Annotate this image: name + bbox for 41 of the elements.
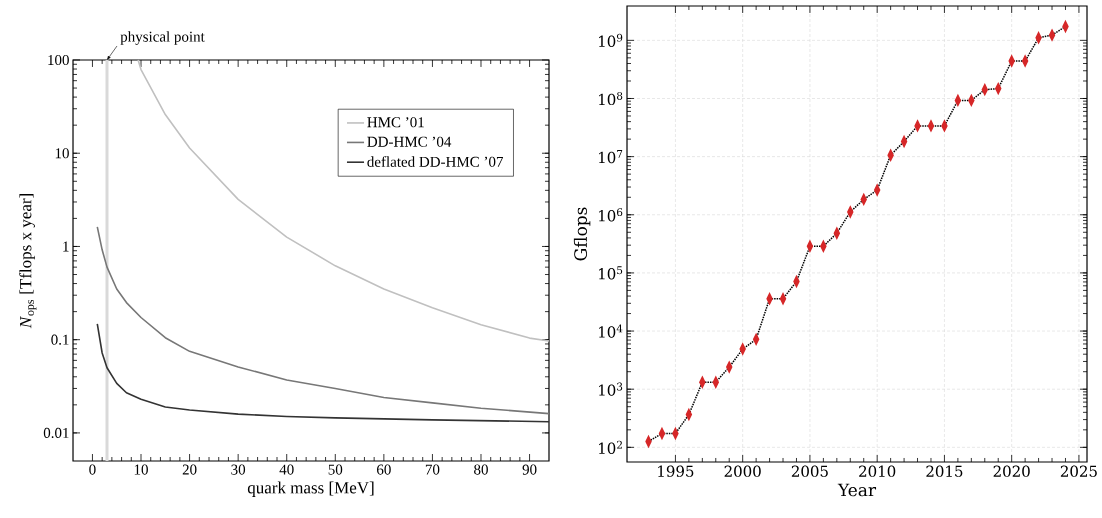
x-axis-title: quark mass [MeV] bbox=[247, 481, 374, 497]
ref-line-label: physical point bbox=[120, 31, 205, 45]
y-tick-label: 10$^{6}$ bbox=[599, 208, 623, 222]
x-tick-label: 2005 bbox=[791, 465, 828, 477]
y-tick-label: 10$^{7}$ bbox=[599, 150, 623, 164]
y-tick-label: 10$^{9}$ bbox=[599, 33, 623, 47]
x-axis-title: Year bbox=[837, 483, 877, 497]
x-tick-label: 80 bbox=[474, 464, 488, 475]
x-tick-label: 0 bbox=[89, 464, 96, 475]
x-tick-label: 50 bbox=[328, 464, 343, 475]
y-tick-label: 10$^{2}$ bbox=[599, 440, 622, 454]
x-tick-label: 10 bbox=[134, 464, 148, 475]
x-tick-label: 2010 bbox=[859, 465, 896, 477]
y-tick-label: 10$^{8}$ bbox=[599, 91, 623, 106]
y-tick-label: 0.01 bbox=[43, 427, 69, 439]
line-series bbox=[96, 323, 550, 423]
y-tick-label: 1 bbox=[63, 241, 69, 252]
y-tick-label: 0.1 bbox=[51, 334, 69, 345]
x-tick-label: 30 bbox=[231, 464, 246, 475]
x-tick-label: 90 bbox=[522, 464, 537, 475]
legend-label: deflated DD-HMC ’07 bbox=[367, 156, 504, 167]
x-tick-label: 40 bbox=[279, 464, 294, 475]
x-tick-label: 2025 bbox=[1060, 465, 1097, 477]
y-tick-label: 10 bbox=[55, 148, 69, 159]
y-axis-title: N$_{ops}$ [Tflops x year] bbox=[19, 194, 37, 329]
x-tick-label: 2000 bbox=[724, 465, 761, 477]
legend-label: DD-HMC ’04 bbox=[367, 136, 452, 147]
x-tick-label: 60 bbox=[377, 464, 391, 475]
x-tick-label: 2015 bbox=[926, 465, 963, 477]
y-tick-label: 10$^{4}$ bbox=[599, 324, 623, 338]
line-series bbox=[137, 59, 550, 342]
y-tick-label: 10$^{5}$ bbox=[599, 266, 623, 280]
x-tick-label: 2020 bbox=[993, 465, 1030, 477]
x-tick-label: 20 bbox=[182, 464, 197, 475]
x-tick-label: 70 bbox=[425, 464, 440, 475]
line-series bbox=[96, 226, 550, 415]
y-tick-label: 10$^{3}$ bbox=[599, 382, 623, 396]
legend-label: HMC ’01 bbox=[367, 117, 424, 128]
y-tick-label: 100 bbox=[48, 54, 69, 66]
x-tick-label: 1995 bbox=[658, 465, 694, 477]
y-axis-title: Gflops bbox=[573, 207, 591, 261]
